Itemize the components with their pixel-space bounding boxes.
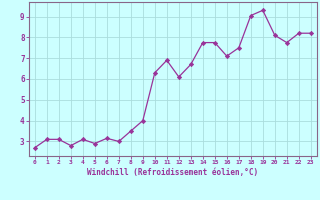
X-axis label: Windchill (Refroidissement éolien,°C): Windchill (Refroidissement éolien,°C) <box>87 168 258 177</box>
